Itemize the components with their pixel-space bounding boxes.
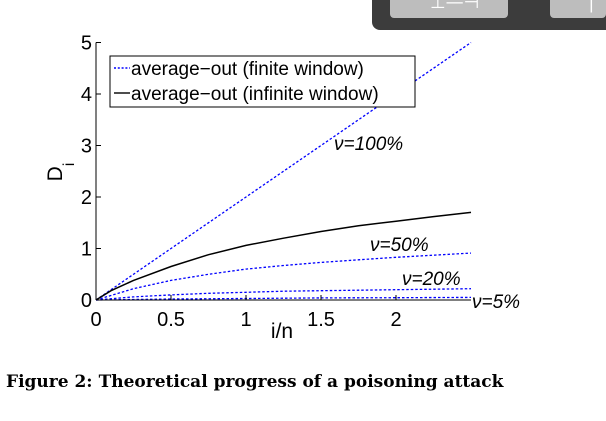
y-tick-label: 5 [81,33,92,55]
toolbar-button[interactable]: ⊥—⊣ [390,0,508,18]
legend: average−out (finite window) average−out (… [109,55,416,108]
figure-caption: Figure 2: Theoretical progress of a poiso… [6,372,606,392]
x-tick-label: 0.5 [157,309,185,331]
figure-toolbar: ⊥—⊣ │ [372,0,606,30]
annotations: ν=100% ν=50% ν=20% ν=5% [334,134,520,313]
caption-text: Theoretical progress of a poisoning atta… [98,372,504,392]
y-tick-label: 2 [81,187,92,209]
y-tick-label: 4 [81,84,92,106]
toolbar-button[interactable]: │ [550,0,606,18]
x-tick-label: 1 [240,309,251,331]
toolbar-button-icon: │ [586,0,597,13]
x-tick-label: 1.5 [307,309,335,331]
series-annotation-1: ν=50% [370,235,429,256]
series-annotation-2: ν=20% [402,269,461,290]
y-axis-label-subscript: i [61,163,78,167]
y-axis-label: Di [44,163,78,182]
series-annotation-0: ν=100% [334,134,403,155]
x-tick-label: 2 [390,309,401,331]
series-line-3 [95,296,472,301]
series-line-1 [95,252,472,301]
chart: 0 0.5 1 1.5 2 0 1 2 3 4 5 i/n Di ν=100% ν=50% ν=20% ν=5… [44,33,520,344]
series-line-2 [95,288,472,301]
toolbar-button-icon: ⊥—⊣ [430,0,480,13]
legend-label-1: average−out (infinite window) [131,84,379,105]
series-line-4 [95,211,472,301]
legend-label-0: average−out (finite window) [131,59,364,80]
y-tick-label: 3 [81,136,92,158]
x-axis-label: i/n [271,320,293,343]
legend-box [109,55,416,108]
x-tick-label: 0 [90,309,101,331]
caption-label: Figure 2: [6,372,93,392]
y-tick-label: 1 [81,239,92,261]
y-tick-label: 0 [81,290,92,312]
axes: 0 0.5 1 1.5 2 0 1 2 3 4 5 i/n Di [44,33,471,343]
series-annotation-3: ν=5% [472,292,520,313]
